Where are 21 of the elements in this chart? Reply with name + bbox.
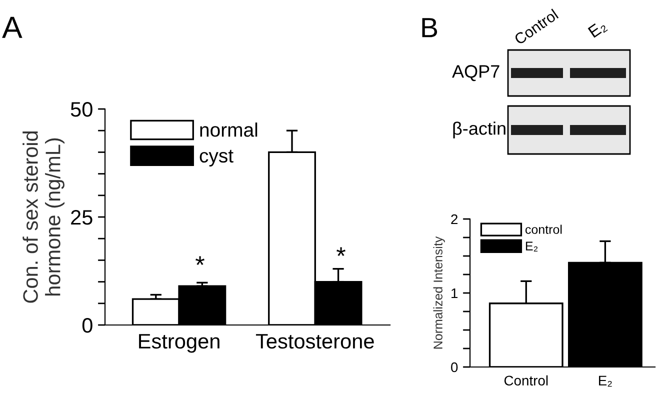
legend-label: cyst bbox=[200, 150, 234, 166]
y-tick-label: 2 bbox=[451, 214, 458, 224]
annotation: * bbox=[196, 256, 204, 266]
text: B bbox=[422, 18, 438, 38]
y-tick-label: 0 bbox=[451, 362, 458, 372]
x-tick-label: Estrogen bbox=[139, 334, 220, 353]
text: E₂ bbox=[588, 20, 608, 39]
legend-label: control bbox=[525, 224, 562, 234]
y-tick-label: 1 bbox=[452, 288, 458, 298]
y-tick-label: 50 bbox=[70, 102, 92, 117]
y-tick-label: 0 bbox=[82, 318, 92, 333]
legend-label: E₂ bbox=[526, 242, 538, 252]
text: A bbox=[2, 16, 22, 38]
y-axis-title: Con. of sex steroid hormone (ng/mL) bbox=[22, 131, 64, 303]
y-tick-label: 25 bbox=[71, 210, 92, 225]
annotation: * bbox=[336, 247, 346, 256]
text: AQP7 bbox=[452, 65, 500, 82]
legend-label: normal bbox=[200, 122, 258, 137]
text: β-actin bbox=[453, 122, 506, 138]
x-tick-label: Testosterone bbox=[256, 334, 374, 349]
y-axis-title: Normalized Intensity bbox=[433, 236, 445, 349]
